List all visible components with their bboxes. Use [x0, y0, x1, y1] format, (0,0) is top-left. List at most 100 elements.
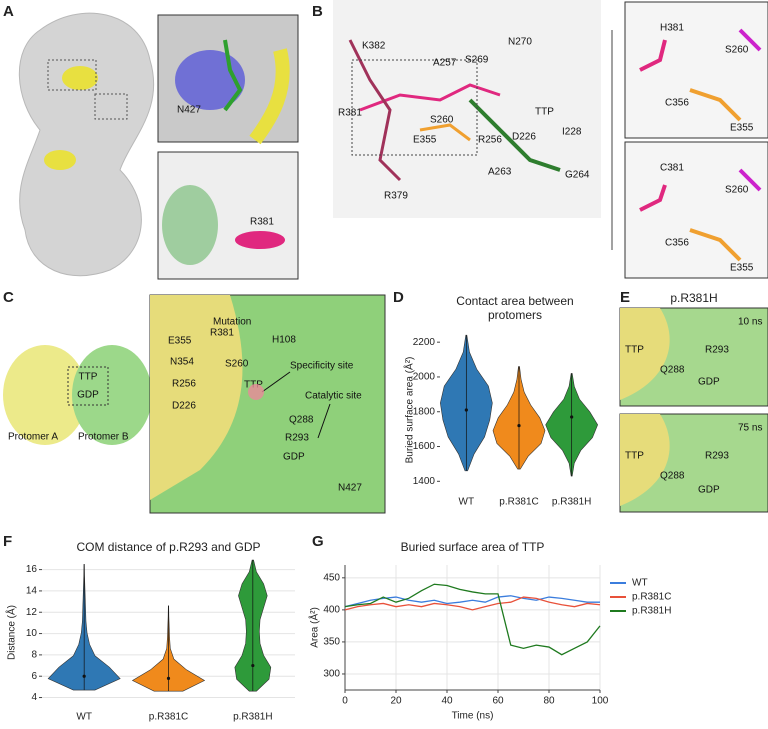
x-tick-label: p.R381H	[552, 497, 591, 508]
protomer-a-surface	[620, 308, 670, 400]
residue-label: S260	[725, 185, 749, 196]
residue-label: S269	[465, 55, 489, 66]
median	[517, 424, 521, 428]
residue-label: S260	[225, 359, 249, 370]
panel-label: A	[3, 3, 14, 20]
residue	[689, 228, 742, 262]
residue-label: A263	[488, 167, 512, 178]
residue-label: N427	[338, 483, 362, 494]
pink-region	[235, 231, 285, 249]
y-tick-label: 16	[26, 564, 38, 575]
residue-label: R381	[338, 108, 362, 119]
residue-label: N270	[508, 37, 532, 48]
y-tick-label: 400	[323, 605, 340, 616]
x-tick-label: 100	[592, 696, 609, 707]
residue-label: Q288	[660, 471, 685, 482]
yellow-region	[44, 150, 76, 170]
y-axis-label: Buried surface area (Å²)	[403, 357, 416, 464]
panel-label: E	[620, 289, 630, 306]
residue-label: GDP	[698, 485, 720, 496]
x-tick-label: 0	[342, 696, 348, 707]
residue	[689, 88, 742, 122]
zoom-box	[351, 59, 478, 156]
chart-title: COM distance of p.R293 and GDP	[76, 540, 260, 554]
residue-label: S260	[725, 45, 749, 56]
panel-label: G	[312, 533, 324, 550]
residue-label: R381	[210, 328, 234, 339]
x-tick-label: p.R381C	[149, 712, 188, 723]
y-tick-label: 14	[26, 586, 38, 597]
y-axis-label: Area (Å²)	[308, 607, 321, 648]
annotation: Specificity site	[290, 361, 354, 372]
y-axis-label: Distance (Å)	[5, 605, 18, 660]
median	[570, 415, 574, 419]
residue-label: GDP	[283, 452, 305, 463]
protomer-a	[3, 345, 87, 445]
residue-label: R379	[384, 191, 408, 202]
residue-label: C356	[665, 238, 689, 249]
chart-title: Buried surface area of TTP	[401, 540, 545, 554]
residue-label: TTP	[625, 345, 644, 356]
residue-label: Q288	[289, 415, 314, 426]
residue-label: R293	[705, 345, 729, 356]
arrow	[261, 371, 291, 393]
structure-bg	[333, 0, 601, 218]
residue	[738, 168, 762, 192]
y-tick-label: 6	[31, 671, 37, 682]
ttp-ligand	[248, 384, 264, 400]
residue-label: I228	[562, 127, 582, 138]
residue-label: H381	[660, 23, 684, 34]
residue-label: R381	[250, 217, 274, 228]
residue	[639, 184, 667, 212]
zoom-box	[67, 366, 109, 406]
residue-label: N354	[170, 357, 194, 368]
protomer-a-surface	[150, 295, 243, 500]
residue-label: S260	[430, 115, 454, 126]
panel-label: C	[3, 289, 14, 306]
x-tick-label: p.R381C	[499, 497, 538, 508]
residue-label: TTP	[625, 451, 644, 462]
yellow-region	[249, 48, 290, 145]
y-tick-label: 1400	[413, 476, 436, 487]
y-tick-label: 1800	[413, 406, 436, 417]
residue-label: R256	[172, 379, 196, 390]
residue-label: E355	[413, 135, 437, 146]
residue-label: R293	[285, 433, 309, 444]
green-region	[162, 185, 218, 265]
zoom-box	[47, 59, 97, 91]
residue-label: H108	[272, 335, 296, 346]
annotation: Mutation	[213, 317, 251, 328]
series-line	[344, 583, 601, 656]
residue-label: D226	[172, 401, 196, 412]
chain	[468, 98, 561, 172]
chain	[359, 83, 501, 112]
residue-label: A257	[433, 58, 457, 69]
x-tick-label: WT	[459, 497, 475, 508]
protein-surface	[18, 12, 155, 277]
protomer-label: Protomer B	[78, 432, 129, 443]
panel-label: D	[393, 289, 404, 306]
inset	[624, 1, 768, 139]
series-line	[344, 596, 601, 611]
x-axis-label: Time (ns)	[452, 711, 494, 722]
yellow-region	[62, 66, 98, 90]
median	[82, 674, 86, 678]
y-tick-label: 1600	[413, 441, 436, 452]
chain	[348, 39, 402, 182]
residue-label: GDP	[77, 390, 99, 401]
y-tick-label: 10	[26, 628, 38, 639]
residue-label: E355	[730, 263, 754, 274]
x-tick-label: p.R381H	[233, 712, 272, 723]
residue-label: E355	[730, 123, 754, 134]
y-tick-label: 350	[323, 637, 340, 648]
residue-label: TTP	[79, 372, 98, 383]
residue-label: R293	[705, 451, 729, 462]
chart-title: Contact area between protomers	[456, 294, 574, 322]
residue-label: R256	[478, 135, 502, 146]
residue-label: TTP	[535, 107, 554, 118]
x-tick-label: 20	[390, 696, 402, 707]
residue-label: E355	[168, 336, 192, 347]
time-label: 10 ns	[738, 317, 762, 328]
